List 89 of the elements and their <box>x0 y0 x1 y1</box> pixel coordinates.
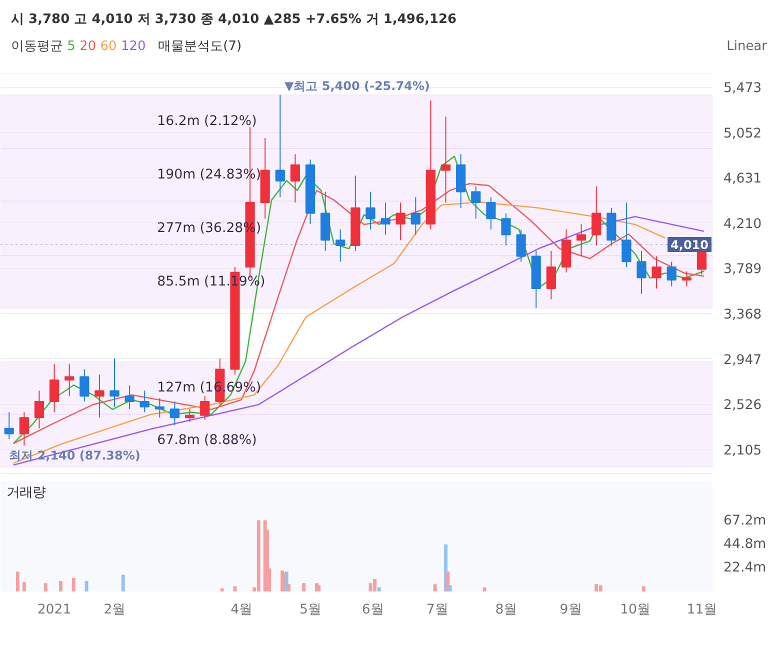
candlestick <box>64 363 74 397</box>
candlestick <box>4 412 14 440</box>
candlestick <box>501 212 511 246</box>
y-tick-label: 4,210 <box>724 217 762 232</box>
candlestick <box>170 401 180 426</box>
candlestick <box>546 250 556 300</box>
y-tick-label: 67.2m <box>724 514 766 529</box>
annotation: ▼최고 5,400 (-25.74%) <box>284 79 430 94</box>
bar <box>317 585 321 592</box>
bar <box>373 579 377 592</box>
bar <box>233 586 237 592</box>
x-tick-label: 4월 <box>230 602 252 618</box>
bar <box>59 581 62 592</box>
bar <box>256 520 260 592</box>
x-tick-label: 2월 <box>104 602 126 618</box>
y-tick-label: 4,631 <box>724 172 762 187</box>
bar <box>22 582 26 592</box>
candlestick <box>471 186 481 220</box>
candlestick <box>154 398 164 418</box>
bar <box>287 584 290 592</box>
band-label: 16.2m (2.12%) <box>157 114 257 130</box>
candlestick <box>592 186 602 246</box>
chart-title: 시 3,780 고 4,010 저 3,730 종 4,010 ▲285 +7.65% 거 1,496,126 <box>11 11 458 29</box>
y-tick-label: 2,947 <box>724 352 762 368</box>
candlestick <box>110 358 120 408</box>
bar <box>84 581 88 592</box>
y-tick-label: 5,473 <box>724 81 762 96</box>
bar <box>16 572 20 592</box>
y-tick-label: 2,526 <box>724 398 762 414</box>
candlestick <box>19 412 29 446</box>
y-tick-label: 5,052 <box>724 126 762 142</box>
text: 20 <box>80 38 96 54</box>
candlestick <box>652 256 662 290</box>
candlestick <box>124 384 134 410</box>
candlestick <box>80 368 90 402</box>
bar <box>121 574 125 592</box>
candlestick <box>410 196 420 236</box>
bar <box>642 586 646 592</box>
candlestick <box>49 363 60 413</box>
y-tick-label: 22.4m <box>724 560 766 576</box>
bar <box>220 588 224 592</box>
candlestick <box>666 261 676 288</box>
chart-title: 거래량 <box>6 486 46 501</box>
bar <box>72 578 76 592</box>
x-tick-label: 10월 <box>620 602 650 618</box>
candlestick <box>366 191 376 230</box>
bar <box>446 572 450 592</box>
bar <box>377 587 381 592</box>
x-tick-label: 9월 <box>560 602 582 618</box>
legend-title: 이동평균 <box>11 38 63 54</box>
candlestick <box>636 250 646 295</box>
bar <box>302 583 306 592</box>
y-tick-label: 2,105 <box>724 443 762 458</box>
candlestick <box>622 202 632 268</box>
bar <box>598 585 602 592</box>
candlestick <box>516 229 526 262</box>
bar <box>44 583 48 592</box>
x-tick-label: 8월 <box>495 602 517 618</box>
candlestick <box>380 202 390 236</box>
x-tick-label: 6월 <box>362 602 384 618</box>
text: 5 <box>67 38 76 54</box>
text: 120 <box>120 38 146 54</box>
text: Linear <box>726 38 767 54</box>
candlestick <box>576 224 586 257</box>
y-tick-label: 44.8m <box>724 537 766 552</box>
candlestick <box>396 202 406 241</box>
candlestick <box>184 408 195 423</box>
candlestick <box>200 396 210 420</box>
candlestick <box>682 270 692 288</box>
band-label: 67.8m (8.88%) <box>157 433 257 448</box>
x-tick-label: 7월 <box>426 602 448 618</box>
bar <box>448 585 452 592</box>
text: 60 <box>100 38 117 54</box>
candlestick <box>140 390 150 413</box>
candlestick <box>486 196 496 230</box>
bar <box>594 584 598 592</box>
x-tick-label: 11월 <box>686 602 717 618</box>
candlestick <box>336 229 346 262</box>
x-tick-label: 2021 <box>37 602 72 618</box>
y-tick-label: 3,789 <box>724 262 762 278</box>
candlestick <box>440 116 451 204</box>
candlestick <box>275 94 285 198</box>
x-tick-label: 5월 <box>300 602 321 618</box>
candlestick <box>34 390 44 429</box>
text: 매물분석도(7) <box>158 38 242 54</box>
candlestick <box>290 154 300 204</box>
y-tick-label: 3,368 <box>724 308 762 323</box>
ref-line-label: 4,010 <box>670 238 709 252</box>
candlestick <box>94 374 104 418</box>
